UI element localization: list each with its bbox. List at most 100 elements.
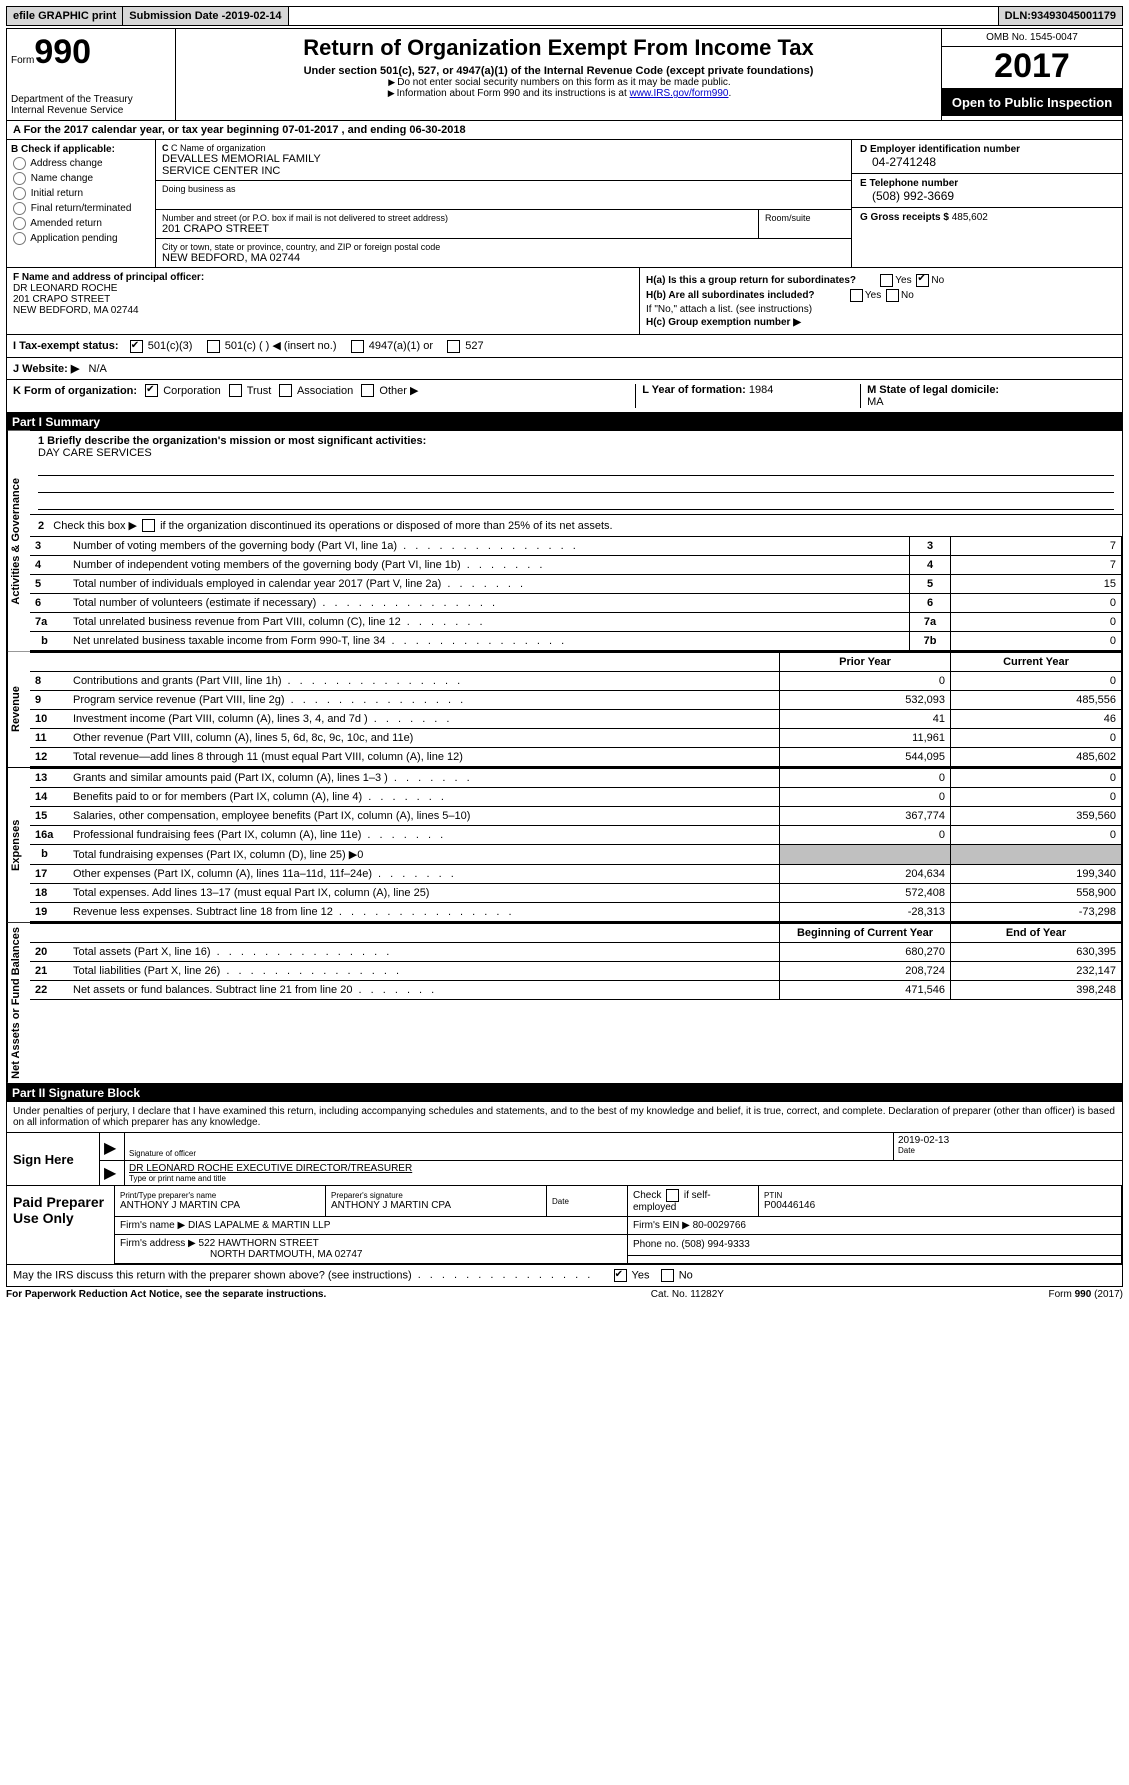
f-label: F Name and address of principal officer:: [13, 272, 204, 283]
row-a-tax-year: A For the 2017 calendar year, or tax yea…: [6, 121, 1123, 140]
officer-city: NEW BEDFORD, MA 02744: [13, 305, 633, 316]
org-name-label: C C Name of organization: [162, 143, 845, 153]
discuss-no-checkbox[interactable]: [661, 1269, 674, 1282]
omb-number: OMB No. 1545-0047: [942, 29, 1122, 47]
table-row: 10Investment income (Part VIII, column (…: [30, 710, 1122, 729]
phone-value: (508) 992-3669: [860, 189, 1114, 203]
table-row: 4Number of independent voting members of…: [30, 556, 1122, 575]
governance-table: 3Number of voting members of the governi…: [30, 536, 1122, 651]
cb-application-pending[interactable]: Application pending: [11, 232, 151, 245]
row-l-year: L Year of formation: 1984: [635, 384, 860, 408]
preparer-signature: ANTHONY J MARTIN CPA: [331, 1200, 541, 1211]
cb-other[interactable]: [361, 384, 374, 397]
cb-association[interactable]: [279, 384, 292, 397]
section-bcd: B Check if applicable: Address change Na…: [6, 140, 1123, 268]
netassets-table: Beginning of Current YearEnd of Year 20T…: [30, 923, 1122, 1000]
topbar-spacer: [289, 7, 999, 25]
cb-address-change[interactable]: Address change: [11, 157, 151, 170]
row-j-website: J Website: ▶ N/A: [6, 358, 1123, 380]
table-row: 22Net assets or fund balances. Subtract …: [30, 981, 1122, 1000]
org-name-cell: C C Name of organization DEVALLES MEMORI…: [156, 140, 851, 181]
cb-527[interactable]: [447, 340, 460, 353]
j-label: J Website: ▶: [13, 363, 79, 375]
table-row: 11Other revenue (Part VIII, column (A), …: [30, 729, 1122, 748]
arrow-icon: ▶: [100, 1133, 125, 1160]
ein-label: D Employer identification number: [860, 144, 1114, 155]
form-subtitle: Under section 501(c), 527, or 4947(a)(1)…: [184, 65, 933, 77]
dba-cell: Doing business as: [156, 181, 851, 210]
preparer-table: Print/Type preparer's name ANTHONY J MAR…: [115, 1186, 1122, 1264]
q1-area: 1 Briefly describe the organization's mi…: [30, 431, 1122, 515]
expenses-vert-label: Expenses: [7, 768, 30, 922]
table-row: 21Total liabilities (Part X, line 26)208…: [30, 962, 1122, 981]
firm-ein: 80-0029766: [693, 1220, 746, 1231]
dln-label: DLN:: [1005, 10, 1031, 22]
table-row: 13Grants and similar amounts paid (Part …: [30, 769, 1122, 788]
ptin-value: P00446146: [764, 1200, 1116, 1211]
q1-value: DAY CARE SERVICES: [38, 447, 1114, 459]
h-b-row: H(b) Are all subordinates included? Yes …: [646, 289, 1116, 302]
cb-name-change[interactable]: Name change: [11, 172, 151, 185]
revenue-table: Prior YearCurrent Year 8Contributions an…: [30, 652, 1122, 767]
cb-amended-return[interactable]: Amended return: [11, 217, 151, 230]
h-c-row: H(c) Group exemption number ▶: [646, 317, 1116, 328]
street-value: 201 CRAPO STREET: [162, 223, 752, 235]
website-value: N/A: [89, 363, 107, 375]
org-name-1: DEVALLES MEMORIAL FAMILY: [162, 153, 845, 165]
netassets-vert-label: Net Assets or Fund Balances: [7, 923, 30, 1083]
cb-initial-return[interactable]: Initial return: [11, 187, 151, 200]
phone-cell: E Telephone number (508) 992-3669: [852, 174, 1122, 208]
table-row: 12Total revenue—add lines 8 through 11 (…: [30, 748, 1122, 767]
cb-501c[interactable]: [207, 340, 220, 353]
officer-name: DR LEONARD ROCHE: [13, 283, 633, 294]
col-b-checkboxes: B Check if applicable: Address change Na…: [7, 140, 156, 267]
type-name-label: Type or print name and title: [129, 1174, 1118, 1183]
perjury-text: Under penalties of perjury, I declare th…: [7, 1102, 1122, 1133]
cb-501c3[interactable]: [130, 340, 143, 353]
phone-label: E Telephone number: [860, 178, 1114, 189]
city-label: City or town, state or province, country…: [162, 242, 845, 252]
dln-value: 93493045001179: [1031, 10, 1116, 22]
cb-corporation[interactable]: [145, 384, 158, 397]
cb-self-employed[interactable]: [666, 1189, 679, 1202]
irs-link[interactable]: www.IRS.gov/form990: [630, 88, 729, 99]
ha-no-checkbox[interactable]: [916, 274, 929, 287]
room-label: Room/suite: [765, 213, 845, 223]
revenue-vert-label: Revenue: [7, 652, 30, 767]
table-row: 5Total number of individuals employed in…: [30, 575, 1122, 594]
q2-checkbox[interactable]: [142, 519, 155, 532]
governance-section: Activities & Governance 1 Briefly descri…: [6, 431, 1123, 653]
table-row: 15Salaries, other compensation, employee…: [30, 807, 1122, 826]
footer-center: Cat. No. 11282Y: [651, 1289, 724, 1300]
header-left: Form990 Department of the Treasury Inter…: [7, 29, 176, 120]
city-cell: City or town, state or province, country…: [156, 239, 851, 267]
col-h-group: H(a) Is this a group return for subordin…: [639, 268, 1122, 334]
submission-date-cell: Submission Date - 2019-02-14: [123, 7, 288, 25]
submission-date: 2019-02-14: [225, 10, 281, 22]
row-klm: K Form of organization: Corporation Trus…: [6, 380, 1123, 413]
table-row: bTotal fundraising expenses (Part IX, co…: [30, 845, 1122, 865]
form-title: Return of Organization Exempt From Incom…: [184, 35, 933, 61]
i-label: I Tax-exempt status:: [13, 340, 119, 352]
ein-cell: D Employer identification number 04-2741…: [852, 140, 1122, 174]
cb-final-return[interactable]: Final return/terminated: [11, 202, 151, 215]
col-f-officer: F Name and address of principal officer:…: [7, 268, 639, 334]
discuss-yes-checkbox[interactable]: [614, 1269, 627, 1282]
sign-here-label: Sign Here: [7, 1133, 100, 1185]
ha-yes-checkbox[interactable]: [880, 274, 893, 287]
hb-yes-checkbox[interactable]: [850, 289, 863, 302]
firm-phone: (508) 994-9333: [681, 1239, 749, 1250]
submission-label: Submission Date -: [129, 10, 225, 22]
cb-4947[interactable]: [351, 340, 364, 353]
governance-vert-label: Activities & Governance: [7, 431, 30, 652]
table-row: 6Total number of volunteers (estimate if…: [30, 594, 1122, 613]
table-row: 9Program service revenue (Part VIII, lin…: [30, 691, 1122, 710]
firm-address-2: NORTH DARTMOUTH, MA 02747: [210, 1249, 362, 1260]
firm-address-1: 522 HAWTHORN STREET: [199, 1238, 319, 1249]
hb-no-checkbox[interactable]: [886, 289, 899, 302]
efile-badge: efile GRAPHIC print: [7, 7, 123, 25]
expenses-table: 13Grants and similar amounts paid (Part …: [30, 768, 1122, 922]
header-right: OMB No. 1545-0047 2017 Open to Public In…: [942, 29, 1122, 120]
table-row: 8Contributions and grants (Part VIII, li…: [30, 672, 1122, 691]
cb-trust[interactable]: [229, 384, 242, 397]
